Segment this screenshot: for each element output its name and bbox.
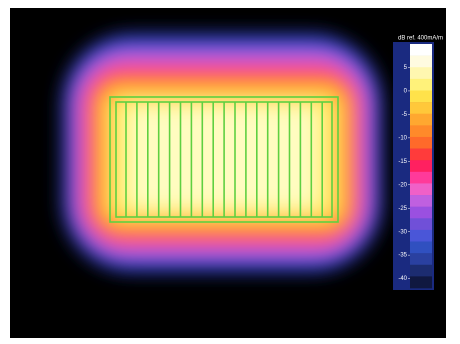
colorbar-tick-label: -40 — [398, 276, 407, 282]
colorbar-segment — [410, 55, 432, 68]
colorbar-segment — [410, 160, 432, 173]
colorbar-segment — [410, 136, 432, 149]
colorbar-segment — [410, 206, 432, 219]
colorbar-segment — [410, 229, 432, 242]
colorbar-segment — [410, 195, 432, 207]
colorbar-segment — [410, 276, 432, 289]
colorbar-tick-label: -5 — [402, 112, 408, 118]
colorbar-segment — [410, 44, 432, 56]
colorbar-segment — [410, 183, 432, 196]
colorbar-tick-label: -10 — [398, 135, 407, 141]
colorbar-segment — [410, 253, 432, 266]
colorbar-tick-label: -20 — [398, 182, 407, 188]
colorbar-title: dB ref. 400mA/m — [398, 36, 443, 42]
colorbar-segment — [410, 90, 432, 103]
colorbar-tick-label: -30 — [398, 229, 407, 235]
colorbar-segment — [410, 241, 432, 254]
colorbar-segment — [410, 102, 432, 115]
colorbar-segment — [410, 171, 432, 184]
colorbar-segment — [410, 264, 432, 277]
colorbar-tick-label: -25 — [398, 206, 407, 212]
colorbar-segment — [410, 148, 432, 161]
colorbar-tick-label: -15 — [398, 159, 407, 165]
colorbar-segment — [410, 218, 432, 231]
colorbar-segment — [410, 78, 432, 91]
coil-grid — [109, 96, 339, 223]
colorbar-segment — [410, 113, 432, 126]
colorbar-tick-label: 5 — [404, 65, 408, 71]
colorbar-tick-label: 0 — [404, 89, 408, 95]
colorbar-segment — [410, 67, 432, 80]
colorbar-segment — [410, 125, 432, 138]
colorbar-tick-label: -35 — [398, 253, 407, 259]
